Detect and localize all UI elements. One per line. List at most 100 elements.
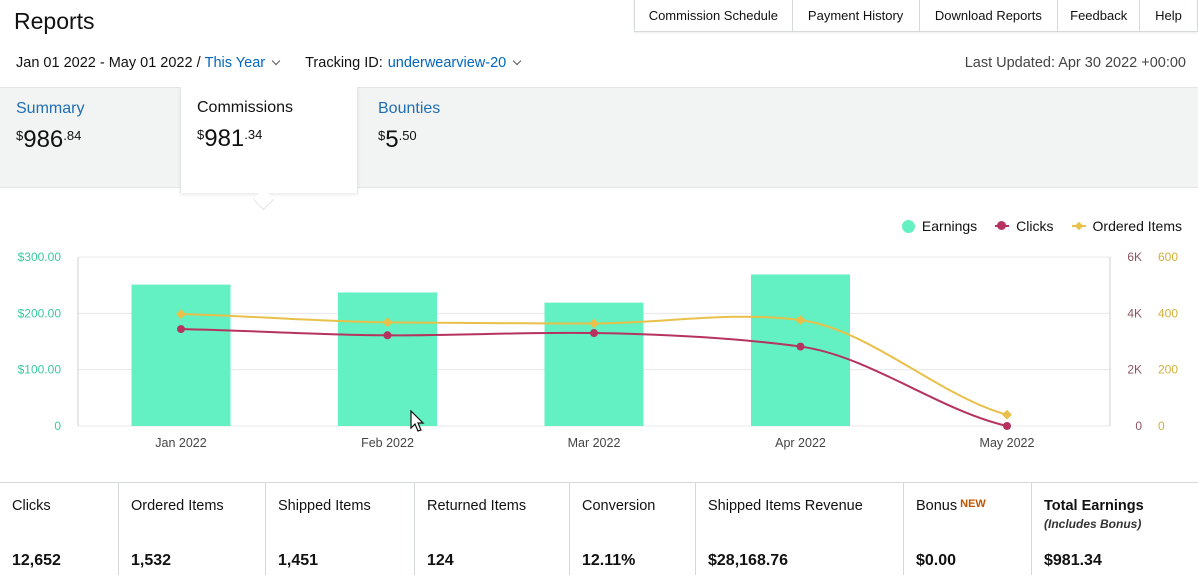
filter-row: Jan 01 2022 - May 01 2022 / This Year Tr…	[16, 55, 522, 71]
stat-label: Returned Items	[427, 498, 527, 514]
tab-commissions[interactable]: Commissions $ 981 .34	[180, 87, 358, 193]
last-updated: Last Updated: Apr 30 2022 +00:00	[964, 55, 1186, 71]
tab-label: Bounties	[378, 100, 441, 117]
chart-legend: Earnings Clicks Ordered Items	[884, 218, 1182, 234]
stat-label: Clicks	[12, 498, 51, 514]
clicks-axis-tick-label: 6K	[1127, 250, 1142, 264]
earnings-bar	[131, 284, 231, 426]
mouse-cursor-icon	[410, 410, 425, 432]
clicks-point	[796, 342, 805, 351]
stat-value: $981.34	[1044, 552, 1102, 569]
stat-clicks: Clicks 12,652	[0, 483, 119, 575]
period-dropdown[interactable]: This Year	[204, 55, 266, 71]
nav-download-reports-button[interactable]: Download Reports	[920, 0, 1059, 31]
clicks-point	[590, 329, 598, 338]
stat-total-earnings: Total Earnings (Includes Bonus) $981.34	[1032, 483, 1198, 575]
ordered-axis-tick-label: 0	[1158, 419, 1165, 433]
nav-payment-history-button[interactable]: Payment History	[793, 0, 920, 31]
ordered-items-point	[589, 318, 599, 329]
nav-help-button[interactable]: Help	[1140, 0, 1198, 31]
clicks-swatch	[995, 221, 1010, 231]
top-nav: Commission Schedule Payment History Downlo…	[634, 0, 1198, 32]
clicks-axis-tick-label: 2K	[1127, 363, 1142, 377]
currency-symbol: $	[197, 127, 205, 142]
ordered-items-swatch	[1071, 221, 1086, 231]
bounties-amount: $ 5 .50	[378, 126, 526, 154]
ordered-items-point	[176, 309, 186, 320]
stat-sublabel: (Includes Bonus)	[1044, 517, 1142, 531]
left-axis-tick-label: 0	[54, 419, 61, 433]
stat-label: Ordered Items	[131, 498, 224, 514]
currency-symbol: $	[378, 128, 386, 143]
tab-summary[interactable]: Summary $ 986 .84	[0, 88, 180, 188]
stat-shipped-items: Shipped Items 1,451	[266, 483, 415, 575]
page-title: Reports	[14, 8, 95, 34]
ordered-axis-tick-label: 400	[1158, 306, 1178, 320]
ordered-axis-tick-label: 200	[1158, 363, 1178, 377]
amount-whole: 981	[204, 125, 245, 152]
legend-label: Earnings	[921, 218, 978, 234]
summary-tabs: Summary $ 986 .84 Commissions $ 981 .34 …	[0, 87, 1198, 193]
stat-ordered-items: Ordered Items 1,532	[119, 483, 266, 575]
stat-value: $28,168.76	[708, 552, 789, 569]
amount-whole: 986	[23, 126, 64, 153]
stat-label: Conversion	[582, 498, 656, 514]
amount-cents: .84	[63, 128, 82, 143]
nav-feedback-button[interactable]: Feedback	[1058, 0, 1141, 31]
stat-value: 12,652	[12, 552, 61, 569]
amount-cents: .50	[398, 128, 417, 143]
legend-label: Ordered Items	[1092, 218, 1182, 234]
amount-cents: .34	[244, 127, 263, 142]
stat-value: $0.00	[916, 552, 957, 569]
tab-label: Summary	[16, 100, 85, 117]
left-axis-tick-label: $100.00	[18, 363, 62, 377]
stat-value: 1,451	[278, 552, 319, 569]
legend-label: Clicks	[1016, 218, 1054, 234]
amount-whole: 5	[385, 126, 399, 153]
stat-value: 12.11%	[582, 552, 636, 569]
stat-returned-items: Returned Items 124	[415, 483, 570, 575]
currency-symbol: $	[16, 128, 24, 143]
stat-label: Bonus NEW	[916, 498, 986, 514]
commissions-amount: $ 981 .34	[197, 125, 341, 153]
new-badge: NEW	[960, 498, 986, 510]
stat-bonus: Bonus NEW $0.00	[904, 483, 1032, 575]
ordered-items-point	[795, 315, 806, 326]
ordered-items-point	[382, 317, 393, 328]
earnings-swatch	[901, 219, 915, 233]
stats-bar: Clicks 12,652 Ordered Items 1,532 Shipped It…	[0, 482, 1198, 575]
clicks-axis-tick-label: 0	[1135, 419, 1142, 433]
stat-conversion: Conversion 12.11%	[570, 483, 696, 575]
summary-amount: $ 986 .84	[16, 126, 164, 154]
stat-value: 124	[427, 552, 454, 569]
stat-label: Shipped Items	[278, 498, 371, 514]
ordered-axis-tick-label: 600	[1158, 250, 1178, 264]
legend-ordered-items[interactable]: Ordered Items	[1071, 218, 1182, 234]
x-axis-tick-label: Mar 2022	[568, 436, 621, 450]
left-axis-tick-label: $300.00	[18, 250, 62, 264]
stat-label: Total Earnings	[1044, 498, 1144, 514]
tab-label: Commissions	[197, 99, 294, 116]
clicks-point	[383, 331, 392, 340]
tracking-label: Tracking ID:	[305, 55, 383, 71]
x-axis-tick-label: Feb 2022	[361, 436, 414, 450]
stat-label: Shipped Items Revenue	[708, 498, 863, 514]
ordered-items-point	[1002, 409, 1012, 420]
clicks-point	[177, 325, 185, 334]
nav-commission-schedule-button[interactable]: Commission Schedule	[635, 0, 793, 31]
earnings-bar	[338, 292, 437, 426]
date-separator: /	[192, 55, 205, 71]
clicks-point	[1003, 422, 1011, 430]
x-axis-tick-label: Apr 2022	[775, 436, 826, 450]
clicks-axis-tick-label: 4K	[1127, 306, 1142, 320]
tab-bounties[interactable]: Bounties $ 5 .50	[362, 88, 542, 188]
x-axis-tick-label: Jan 2022	[155, 436, 206, 450]
tracking-id-dropdown[interactable]: underwearview-20	[387, 55, 507, 71]
legend-earnings[interactable]: Earnings	[901, 218, 978, 234]
legend-clicks[interactable]: Clicks	[995, 218, 1054, 234]
x-axis-tick-label: May 2022	[980, 436, 1035, 450]
stat-value: 1,532	[131, 552, 172, 569]
date-range[interactable]: Jan 01 2022 - May 01 2022	[16, 55, 193, 71]
chevron-down-icon[interactable]	[271, 56, 281, 66]
chevron-down-icon[interactable]	[512, 56, 522, 66]
